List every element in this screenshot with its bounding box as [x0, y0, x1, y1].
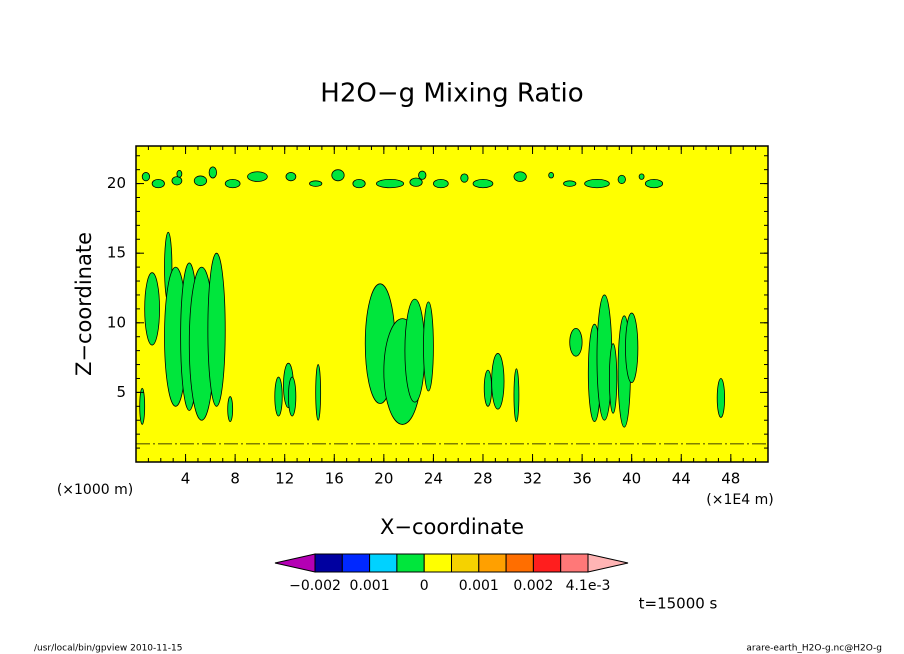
x-tick-label: 40	[622, 470, 641, 488]
colorbar-band	[396, 553, 425, 573]
colorbar-band	[451, 553, 480, 573]
colorbar-band	[532, 553, 562, 573]
colorbar-label: 0.002	[513, 578, 553, 594]
contour-region	[331, 169, 345, 182]
x-tick-label: 24	[424, 470, 443, 488]
contour-region	[483, 369, 493, 407]
contour-region	[418, 170, 427, 180]
contour-region	[638, 173, 645, 180]
contour-region	[644, 179, 664, 189]
colorbar-band	[560, 553, 589, 573]
contour-region	[171, 176, 183, 186]
contour-region	[144, 272, 160, 346]
time-label: t=15000 s	[639, 595, 718, 613]
contour-region	[141, 172, 151, 182]
y-unit: (×1000 m)	[57, 482, 133, 498]
contour-region	[617, 174, 626, 184]
contour-region	[176, 169, 183, 178]
contour-region	[513, 368, 520, 423]
colorbar-band	[369, 553, 398, 573]
contour-region	[608, 343, 618, 414]
colorbar-low	[274, 553, 316, 573]
footer-right: arare-earth_H2O-g.nc@H2O-g	[746, 644, 882, 654]
x-unit: (×1E4 m)	[706, 492, 773, 508]
contour-region	[584, 179, 610, 189]
contour-region	[409, 177, 423, 187]
plot-background	[136, 146, 768, 462]
chart-title: H2O−g Mixing Ratio	[320, 79, 583, 109]
contour-region	[193, 175, 208, 187]
contour-region	[625, 312, 639, 384]
y-tick-label: 20	[107, 174, 126, 192]
colorbar-label: 0.001	[459, 578, 499, 594]
colorbar-label: 0	[420, 578, 429, 594]
colorbar-label: 0.001	[350, 578, 390, 594]
y-tick-label: 15	[107, 244, 126, 262]
y-axis-label: Z−coordinate	[72, 232, 96, 376]
contour-region	[548, 172, 555, 179]
contour-region	[513, 171, 527, 182]
contour-region	[491, 353, 505, 410]
contour-region	[433, 179, 449, 189]
x-tick-label: 16	[325, 470, 344, 488]
x-tick-label: 44	[672, 470, 691, 488]
x-tick-label: 4	[181, 470, 191, 488]
contour-region	[716, 378, 726, 418]
contour-region	[227, 396, 234, 423]
contour-region	[288, 376, 297, 417]
x-tick-label: 36	[573, 470, 592, 488]
x-tick-label: 48	[721, 470, 740, 488]
footer-left: /usr/local/bin/gpview 2010-11-15	[34, 644, 182, 654]
colorbar-band	[341, 553, 371, 573]
contour-region	[309, 180, 323, 187]
contour-region	[207, 252, 226, 407]
contour-region	[596, 294, 613, 421]
x-tick-label: 8	[230, 470, 240, 488]
colorbar-band	[505, 553, 534, 573]
contour-region	[569, 327, 583, 357]
contour-region	[224, 179, 241, 189]
colorbar-band	[423, 553, 453, 573]
contour-region	[352, 179, 366, 189]
contour-region	[423, 301, 434, 392]
contour-region	[404, 298, 426, 403]
contour-region	[274, 376, 283, 417]
colorbar-band	[314, 553, 343, 573]
contour-region	[315, 364, 322, 421]
colorbar-label: 4.1e-3	[566, 578, 611, 594]
contour-region	[139, 387, 146, 425]
contour-region	[460, 173, 469, 183]
colorbar-label: −0.002	[289, 578, 341, 594]
plot-frame	[135, 145, 769, 463]
contour-region	[285, 172, 297, 182]
contour-region	[563, 180, 577, 187]
colorbar-high	[587, 553, 629, 573]
contour-region	[472, 179, 494, 189]
x-axis-label: X−coordinate	[380, 515, 524, 539]
contour-region	[376, 179, 405, 189]
colorbar-band	[478, 553, 507, 573]
contour-region	[208, 166, 217, 179]
x-tick-label: 12	[275, 470, 294, 488]
y-tick-label: 5	[116, 383, 126, 401]
contour-region	[151, 179, 165, 189]
y-tick-label: 10	[107, 313, 126, 331]
x-tick-label: 32	[523, 470, 542, 488]
x-tick-label: 28	[473, 470, 492, 488]
contour-region	[247, 171, 268, 182]
contour-fills	[136, 166, 768, 445]
x-tick-label: 20	[374, 470, 393, 488]
